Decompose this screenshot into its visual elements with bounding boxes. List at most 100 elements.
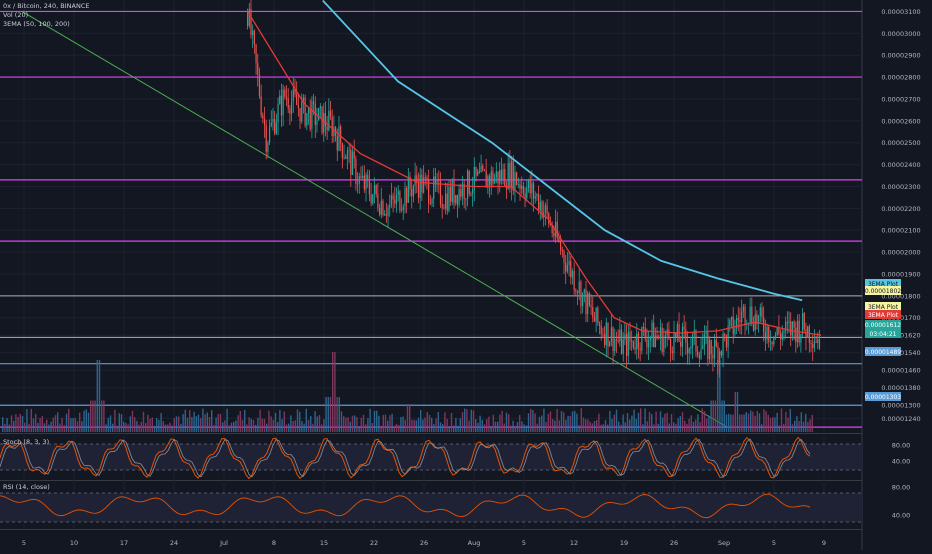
candle-body	[510, 160, 513, 189]
stoch-d-line	[0, 438, 811, 478]
volume-bar	[321, 424, 323, 432]
candle-body	[774, 334, 777, 337]
candle-body	[578, 281, 580, 294]
volume-bar	[800, 412, 802, 432]
volume-bar	[681, 412, 684, 432]
candle-body	[620, 329, 623, 354]
candle-body	[683, 326, 685, 330]
volume-bar	[787, 417, 789, 432]
volume-bar	[563, 412, 565, 432]
candle-body	[294, 88, 296, 95]
volume-bar	[138, 424, 140, 432]
candle-body	[668, 329, 670, 339]
candle-body	[700, 349, 702, 359]
candle-body	[419, 174, 421, 198]
volume-bar	[745, 412, 747, 432]
volume-bar	[765, 411, 767, 432]
volume-bar	[706, 418, 708, 432]
candle-body	[653, 322, 655, 347]
volume-bar	[259, 409, 261, 432]
candle-body	[478, 171, 481, 173]
candle-body	[527, 180, 530, 189]
candle-body	[353, 151, 355, 159]
candle-body	[641, 327, 643, 351]
volume-bar	[807, 421, 809, 432]
volume-bar	[83, 410, 85, 432]
candle-body	[333, 127, 335, 137]
candle-body	[424, 177, 426, 179]
volume-bar	[424, 417, 426, 432]
candle-body	[602, 333, 604, 335]
price-tick-label: 0.00001380	[881, 384, 920, 392]
volume-bar	[270, 416, 272, 432]
candle-body	[793, 321, 795, 328]
candle-body	[472, 189, 474, 195]
volume-bar	[136, 420, 138, 432]
axis-background	[862, 0, 932, 550]
volume-bar	[772, 417, 774, 432]
candle-body	[280, 95, 283, 116]
candle-body	[331, 116, 333, 137]
candle-body	[708, 340, 711, 360]
volume-bar	[384, 414, 387, 432]
volume-bar	[646, 421, 648, 432]
candle-body	[282, 89, 284, 116]
volume-bar	[585, 419, 587, 432]
candle-body	[592, 307, 594, 317]
candle-body	[380, 200, 382, 215]
candle-body	[785, 321, 787, 332]
candle-body	[565, 262, 567, 272]
volume-bar	[219, 413, 222, 432]
price-tick-label: 0.00002600	[881, 117, 920, 125]
volume-bar	[464, 408, 466, 432]
candle-body	[512, 160, 514, 191]
candle-body	[466, 170, 469, 199]
price-tick-label: 0.00002700	[881, 95, 920, 103]
volume-bar	[413, 419, 415, 432]
volume-bar	[391, 413, 393, 432]
volume-bar	[329, 397, 332, 432]
candle-body	[312, 101, 315, 105]
price-tick-label: 0.00001460	[881, 367, 920, 375]
volume-bar	[123, 421, 125, 432]
volume-bar	[439, 422, 442, 432]
price-tick-label: 0.00001900	[881, 270, 920, 278]
candle-body	[257, 63, 259, 75]
candle-body	[382, 200, 384, 216]
volume-bar	[593, 421, 596, 432]
candle-body	[500, 170, 502, 180]
volume-bar	[596, 419, 598, 432]
candle-body	[422, 177, 425, 193]
candle-body	[397, 191, 399, 195]
volume-bar	[483, 424, 486, 432]
candle-body	[346, 150, 349, 159]
price-tick-label: 0.00002500	[881, 139, 920, 147]
volume-bar	[435, 418, 437, 432]
volume-bar	[41, 416, 43, 432]
candle-body	[446, 193, 448, 211]
price-label-box	[865, 286, 901, 295]
candle-body	[670, 338, 672, 352]
candle-body	[705, 332, 707, 334]
volume-bar	[175, 416, 178, 432]
price-label-text: 03:04:21	[870, 331, 897, 338]
candle-body	[605, 322, 607, 346]
candle-body	[649, 336, 651, 341]
candle-body	[263, 118, 266, 126]
candle-body	[756, 314, 758, 324]
volume-bar	[675, 423, 677, 432]
time-tick-label: 12	[570, 539, 578, 547]
candle-body	[779, 333, 782, 340]
volume-bar	[292, 421, 294, 432]
volume-bar	[226, 408, 228, 432]
volume-bar	[81, 421, 83, 432]
volume-bar	[796, 416, 798, 432]
candle-body	[279, 95, 281, 104]
candle-body	[504, 169, 506, 187]
volume-bar	[389, 415, 391, 432]
volume-bar	[708, 415, 710, 432]
candle-body	[549, 224, 552, 225]
volume-bar	[501, 410, 503, 432]
volume-bar	[785, 411, 787, 432]
